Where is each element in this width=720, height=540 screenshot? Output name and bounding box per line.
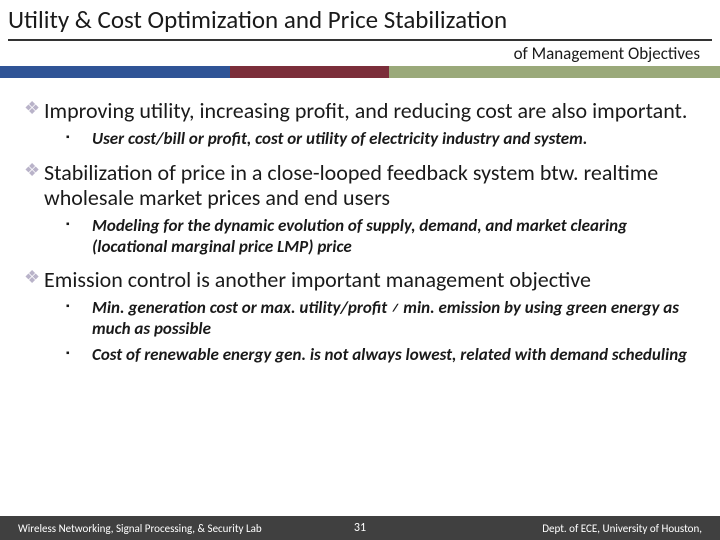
square-bullet-icon: ▪ [66, 216, 92, 232]
sub-bullet-text: Modeling for the dynamic evolution of su… [92, 216, 696, 257]
slide-title: Utility & Cost Optimization and Price St… [8, 4, 710, 35]
sub-bullet-item: ▪ Modeling for the dynamic evolution of … [24, 216, 696, 257]
slide: Utility & Cost Optimization and Price St… [0, 0, 720, 540]
bullet-item: ❖ Stabilization of price in a close-loop… [24, 160, 696, 211]
bullet-item: ❖ Improving utility, increasing profit, … [24, 98, 696, 123]
color-seg-2 [389, 66, 720, 78]
header: Utility & Cost Optimization and Price St… [0, 0, 720, 37]
square-bullet-icon: ▪ [66, 298, 92, 314]
sub-bullet-item: ▪ Cost of renewable energy gen. is not a… [24, 345, 696, 365]
footer: Wireless Networking, Signal Processing, … [0, 516, 720, 540]
accent-color-bar [0, 66, 720, 78]
footer-left-text: Wireless Networking, Signal Processing, … [18, 522, 262, 535]
diamond-bullet-icon: ❖ [24, 160, 44, 181]
footer-right-text: Dept. of ECE, University of Houston, [542, 522, 702, 535]
square-bullet-icon: ▪ [66, 129, 92, 145]
diamond-bullet-icon: ❖ [24, 267, 44, 288]
slide-number: 31 [354, 521, 366, 535]
color-seg-0 [0, 66, 230, 78]
bullet-text: Emission control is another important ma… [44, 267, 591, 292]
sub-bullet-item: ▪ User cost/bill or profit, cost or util… [24, 129, 696, 149]
sub-bullet-text: Min. generation cost or max. utility/pro… [92, 298, 696, 339]
color-seg-1 [230, 66, 388, 78]
bullet-text: Improving utility, increasing profit, an… [44, 98, 687, 123]
content-area: ❖ Improving utility, increasing profit, … [0, 78, 720, 366]
bullet-text: Stabilization of price in a close-looped… [44, 160, 696, 211]
sub-bullet-text: User cost/bill or profit, cost or utilit… [92, 129, 587, 149]
sub-bullet-text: Cost of renewable energy gen. is not alw… [92, 345, 687, 365]
subtitle-row: of Management Objectives [0, 41, 720, 66]
square-bullet-icon: ▪ [66, 345, 92, 361]
diamond-bullet-icon: ❖ [24, 98, 44, 119]
slide-subtitle: of Management Objectives [514, 43, 700, 64]
sub-bullet-item: ▪ Min. generation cost or max. utility/p… [24, 298, 696, 339]
bullet-item: ❖ Emission control is another important … [24, 267, 696, 292]
